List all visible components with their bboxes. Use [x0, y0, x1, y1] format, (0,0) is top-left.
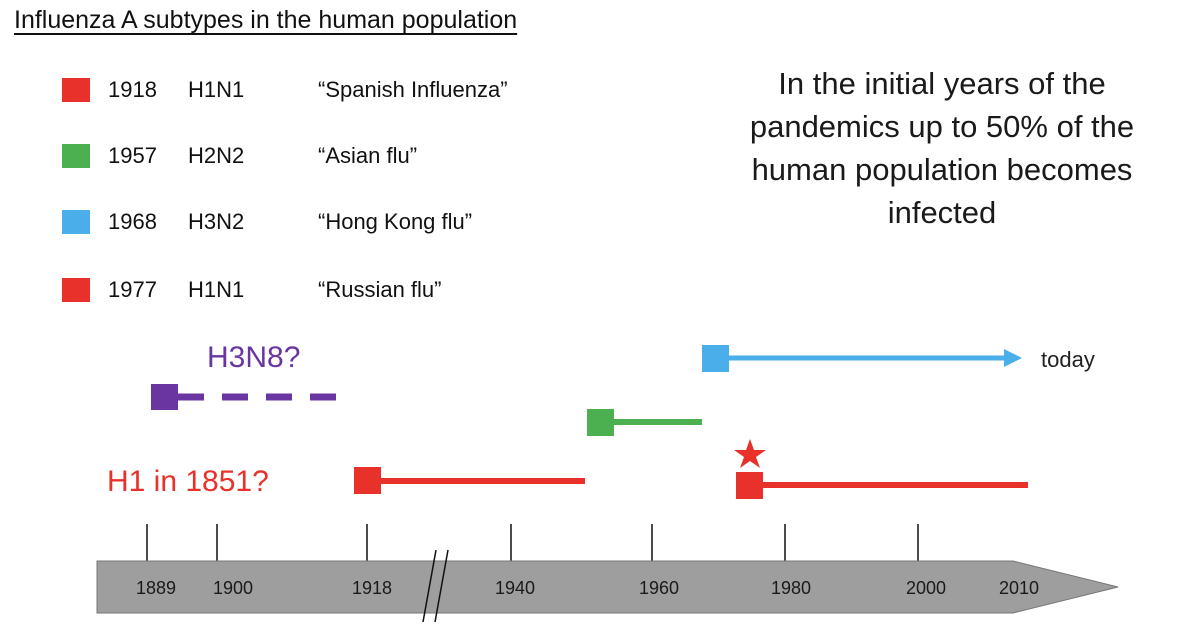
legend-year: 1977: [108, 277, 157, 302]
axis-label: 1960: [639, 578, 679, 598]
legend-year: 1957: [108, 143, 157, 168]
legend-name: “Spanish Influenza”: [318, 77, 508, 102]
legend-swatch: [62, 278, 90, 302]
h1-1851-label: H1 in 1851?: [107, 465, 269, 498]
axis-ticks: [146, 524, 919, 561]
axis-label: 1980: [771, 578, 811, 598]
legend-item-asian: 1957 H2N2 “Asian flu”: [62, 141, 417, 171]
page-title: Influenza A subtypes in the human popula…: [14, 6, 518, 34]
russian-flu-marker: [736, 472, 763, 499]
axis-label: 1889: [136, 578, 176, 598]
today-label: today: [1041, 347, 1095, 372]
legend-name: “Hong Kong flu”: [318, 209, 473, 234]
legend-swatch: [62, 144, 90, 168]
legend-subtype: H2N2: [188, 143, 245, 168]
legend-swatch: [62, 210, 90, 234]
h3n8-label: H3N8?: [207, 341, 300, 374]
axis-label: 2010: [999, 578, 1039, 598]
axis-label: 1900: [213, 578, 253, 598]
legend-item-hongkong: 1968 H3N2 “Hong Kong flu”: [62, 207, 472, 237]
axis-label: 2000: [906, 578, 946, 598]
asian-flu-marker: [587, 409, 614, 436]
spanish-flu-marker: [354, 467, 381, 494]
legend-year: 1968: [108, 209, 157, 234]
legend-item-russian: 1977 H1N1 “Russian flu”: [62, 275, 441, 305]
timeline-axis: [96, 560, 1119, 614]
legend-swatch: [62, 78, 90, 102]
legend-name: “Asian flu”: [318, 143, 418, 168]
arrow-head-icon: [1004, 349, 1022, 367]
legend-name: “Russian flu”: [318, 277, 442, 302]
infection-note: In the initial years of the pandemics up…: [749, 66, 1135, 230]
hongkong-flu-marker: [702, 345, 729, 372]
star-icon: [734, 439, 766, 468]
axis-break-icon: [422, 549, 449, 623]
axis-label: 1940: [495, 578, 535, 598]
legend-subtype: H1N1: [188, 77, 245, 102]
axis-label: 1918: [352, 578, 392, 598]
legend-year: 1918: [108, 77, 157, 102]
legend-subtype: H1N1: [188, 277, 245, 302]
legend-item-spanish: 1918 H1N1 “Spanish Influenza”: [62, 75, 508, 105]
h3n8-marker: [151, 384, 178, 410]
legend-subtype: H3N2: [188, 209, 245, 234]
